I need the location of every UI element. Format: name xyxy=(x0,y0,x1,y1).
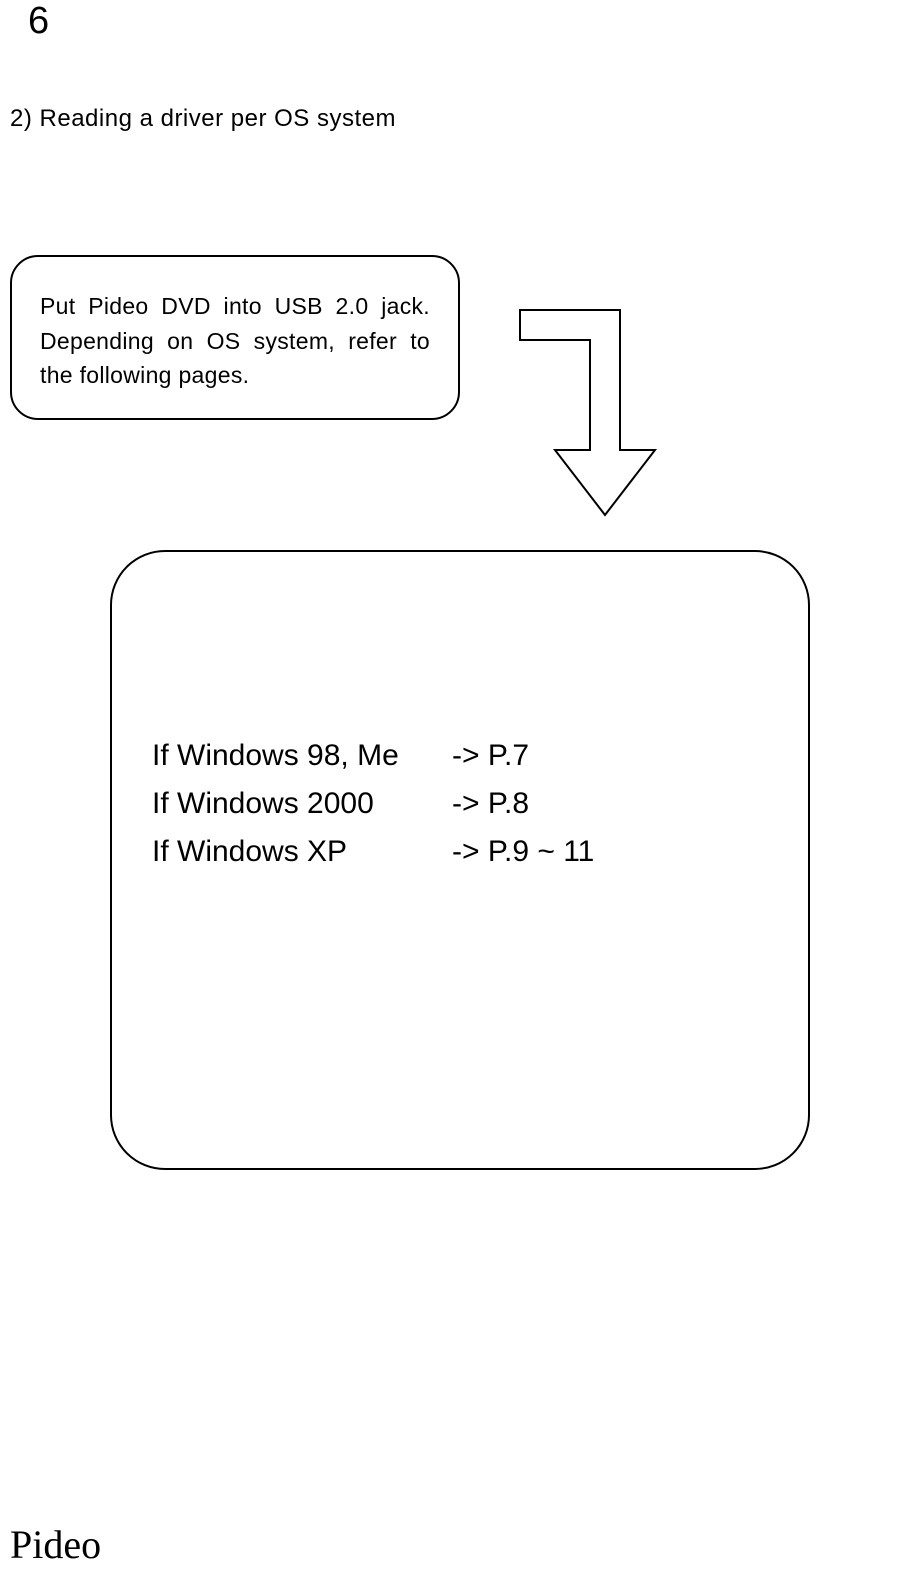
arrow-icon xyxy=(510,290,690,540)
os-list-box: If Windows 98, Me -> P.7 If Windows 2000… xyxy=(110,550,810,1170)
os-page-ref: -> P.9 ~ 11 xyxy=(432,828,594,876)
os-label: If Windows 98, Me xyxy=(152,732,432,780)
instruction-box: Put Pideo DVD into USB 2.0 jack. Dependi… xyxy=(10,255,460,420)
page-number: 6 xyxy=(28,0,49,43)
os-table: If Windows 98, Me -> P.7 If Windows 2000… xyxy=(152,732,594,876)
os-page-ref: -> P.8 xyxy=(432,780,594,828)
os-label: If Windows XP xyxy=(152,828,432,876)
section-heading: 2) Reading a driver per OS system xyxy=(10,105,396,133)
table-row: If Windows 2000 -> P.8 xyxy=(152,780,594,828)
os-label: If Windows 2000 xyxy=(152,780,432,828)
table-row: If Windows XP -> P.9 ~ 11 xyxy=(152,828,594,876)
footer-brand: Pideo xyxy=(10,1521,101,1568)
os-page-ref: -> P.7 xyxy=(432,732,594,780)
instruction-text: Put Pideo DVD into USB 2.0 jack. Dependi… xyxy=(40,289,430,393)
table-row: If Windows 98, Me -> P.7 xyxy=(152,732,594,780)
